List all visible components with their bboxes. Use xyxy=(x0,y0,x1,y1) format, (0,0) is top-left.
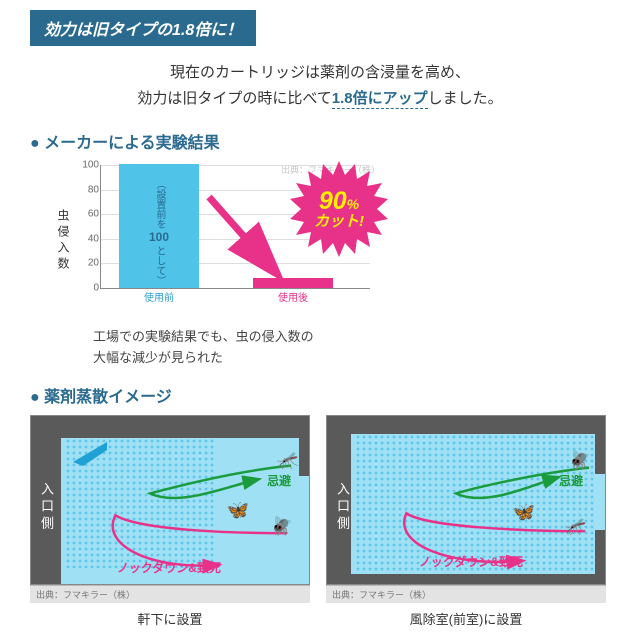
xlabel-after: 使用後 xyxy=(253,289,333,304)
burst-badge: 90% カット! xyxy=(289,159,389,259)
diagram-caption-left: 軒下に設置 xyxy=(30,609,310,628)
bar-note: （設置前を100として） xyxy=(149,179,169,286)
intro-line1: 現在のカートリッジは薬剤の含浸量を高め、 xyxy=(170,64,470,81)
intro-line2-pre: 効力は旧タイプの時に比べて xyxy=(137,90,331,107)
bug-icon: 🪰 xyxy=(271,516,293,537)
tag-avoid: 忌避 xyxy=(267,472,291,489)
intro-line2-post: しました。 xyxy=(428,90,503,107)
bug-icon: 🦟 xyxy=(277,450,299,471)
diagram-source: 出典：フマキラー（株） xyxy=(30,585,310,603)
burst-pct-sym: % xyxy=(347,196,359,212)
diagram-vestibule: 入口側 🪰 🦋 🦟 忌避 ノックダウン&致死 xyxy=(326,415,606,585)
ytick: 80 xyxy=(77,184,99,195)
bar-chart: 出典：フマキラー（株） 100 80 60 40 20 0 xyxy=(76,161,386,321)
bug-icon: 🦟 xyxy=(565,516,587,537)
diagram-source: 出典：フマキラー（株） xyxy=(326,585,606,603)
ytick: 60 xyxy=(77,209,99,220)
burst-pct: 90 xyxy=(319,187,347,215)
diagram-row: 入口側 🦟 🦋 🪰 忌避 ノックダウン&致死 出典：フマキラー（株） 軒下に設置 xyxy=(30,415,610,628)
section1-heading: メーカーによる実験結果 xyxy=(30,129,610,153)
diagram-eaves: 入口側 🦟 🦋 🪰 忌避 ノックダウン&致死 xyxy=(30,415,310,585)
tag-avoid: 忌避 xyxy=(559,472,583,489)
ytick: 0 xyxy=(77,283,99,294)
chart-block: 虫侵入数 出典：フマキラー（株） 100 80 60 40 20 0 xyxy=(55,161,610,369)
diagram-caption-right: 風除室(前室)に設置 xyxy=(326,609,606,628)
tag-knockdown: ノックダウン&致死 xyxy=(419,553,523,570)
plot-area: 100 80 60 40 20 0 （設置前を100として） 使用前 使用後 xyxy=(100,165,370,289)
bug-icon: 🦋 xyxy=(227,500,249,521)
tag-knockdown: ノックダウン&致死 xyxy=(117,559,221,576)
bug-icon: 🦋 xyxy=(513,502,535,523)
xlabel-before: 使用前 xyxy=(119,289,199,304)
bug-icon: 🪰 xyxy=(569,450,591,471)
ytick: 100 xyxy=(77,160,99,171)
y-axis-label: 虫侵入数 xyxy=(55,161,72,273)
bar-after xyxy=(253,278,333,288)
intro-text: 現在のカートリッジは薬剤の含浸量を高め、 効力は旧タイプの時に比べて1.8倍にア… xyxy=(30,60,610,111)
ytick: 40 xyxy=(77,233,99,244)
burst-cut: カット! xyxy=(314,214,364,229)
arrow-icon xyxy=(201,189,291,279)
intro-highlight: 1.8倍にアップ xyxy=(332,90,428,109)
chart-caption: 工場での実験結果でも、虫の侵入数の 大幅な減少が見られた xyxy=(93,327,610,369)
section2-heading: 薬剤蒸散イメージ xyxy=(30,383,610,407)
headline-banner: 効力は旧タイプの1.8倍に！ xyxy=(30,10,256,46)
ytick: 20 xyxy=(77,258,99,269)
